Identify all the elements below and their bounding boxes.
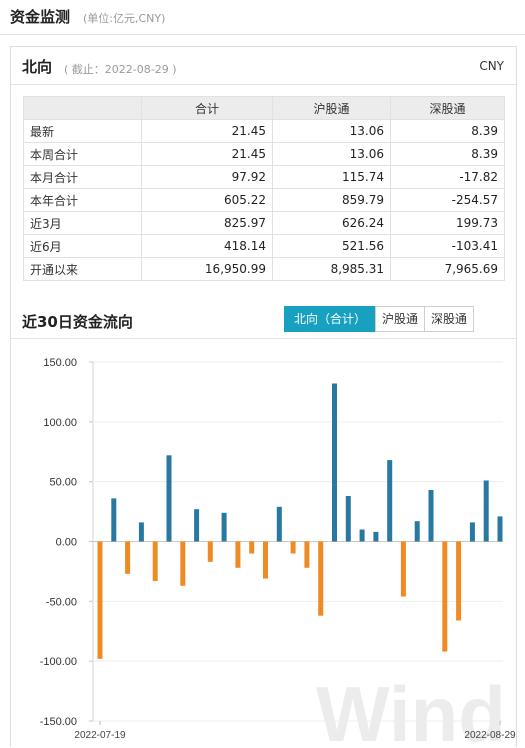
row-label: 本年合计 <box>23 188 142 212</box>
table-row: 本月合计 97.92 115.74 -17.82 <box>23 165 505 189</box>
table-row: 开通以来 16,950.99 8,985.31 7,965.69 <box>23 257 505 281</box>
y-tick-label: -100.00 <box>40 656 77 668</box>
cell-sh: 115.74 <box>272 165 391 189</box>
flow-tabs: 北向（合计） 沪股通 深股通 <box>284 306 475 332</box>
bar <box>304 541 310 568</box>
table-row: 本年合计 605.22 859.79 -254.57 <box>23 188 505 212</box>
bar <box>428 490 434 542</box>
bar <box>138 522 144 542</box>
cell-sh: 13.06 <box>272 142 391 166</box>
bar <box>166 455 172 542</box>
y-tick-label: -50.00 <box>46 596 77 608</box>
y-tick-label: -150.00 <box>40 716 77 728</box>
cell-sz: -254.57 <box>390 188 505 212</box>
northbound-panel: 北向 ( 截止：2022-08-29 ) CNY 合计 沪股通 深股通 最新 2… <box>10 46 517 748</box>
bar <box>387 460 393 542</box>
bar <box>469 522 475 542</box>
bar <box>318 541 324 616</box>
cell-total: 21.45 <box>141 119 273 143</box>
bar <box>497 516 503 542</box>
cell-sh: 626.24 <box>272 211 391 235</box>
top-header: 资金监测 (单位:亿元,CNY) <box>0 0 525 35</box>
cell-total: 16,950.99 <box>141 257 273 281</box>
bar <box>263 541 268 579</box>
column-header-total: 合计 <box>141 96 273 120</box>
bar <box>290 541 296 554</box>
cell-sh: 859.79 <box>272 188 391 212</box>
tab-northbound-total[interactable]: 北向（合计） <box>284 306 377 332</box>
flow-summary-table: 合计 沪股通 深股通 最新 21.45 13.06 8.39 本周合计 21.4… <box>23 96 505 281</box>
row-label: 近3月 <box>23 211 142 235</box>
column-header-sz-connect: 深股通 <box>390 96 505 120</box>
tab-sz-connect[interactable]: 深股通 <box>424 306 475 332</box>
bar <box>235 541 241 568</box>
table-row: 本周合计 21.45 13.06 8.39 <box>23 142 505 166</box>
row-label: 最新 <box>23 119 142 143</box>
bar <box>400 541 406 597</box>
cell-sh: 13.06 <box>272 119 391 143</box>
cell-total: 605.22 <box>141 188 273 212</box>
cell-sz: 7,965.69 <box>390 257 505 281</box>
bar <box>152 541 158 581</box>
cell-sz: 8.39 <box>390 142 505 166</box>
row-label: 本周合计 <box>23 142 142 166</box>
y-tick-label: 0.00 <box>56 537 77 549</box>
cell-sz: -103.41 <box>390 234 505 258</box>
bar <box>373 531 379 542</box>
bar <box>456 541 462 621</box>
bar <box>414 521 420 542</box>
chart-area: Wind -150.00 -100.00 -50.00 0.00 50.00 100.00 1… <box>11 338 516 748</box>
watermark-wind-logo: Wind <box>316 670 506 748</box>
bar <box>207 541 213 562</box>
page-title: 资金监测 <box>10 8 71 26</box>
cell-total: 825.97 <box>141 211 273 235</box>
cell-sz: 8.39 <box>390 119 505 143</box>
cell-total: 21.45 <box>141 142 273 166</box>
y-tick-label: 50.00 <box>49 477 77 489</box>
bar <box>249 541 255 554</box>
cell-total: 418.14 <box>141 234 273 258</box>
y-tick-label: 100.00 <box>43 417 77 429</box>
as-of-date: ( 截止：2022-08-29 ) <box>64 63 177 76</box>
x-tick-label-start: 2022-07-19 <box>74 730 126 741</box>
bar <box>442 541 448 652</box>
table-row: 最新 21.45 13.06 8.39 <box>23 119 505 143</box>
cell-sh: 8,985.31 <box>272 257 391 281</box>
bar <box>359 529 365 542</box>
bar <box>276 506 282 542</box>
bar <box>97 541 103 659</box>
cell-sz: -17.82 <box>390 165 505 189</box>
column-header <box>23 96 142 120</box>
bar <box>180 541 186 586</box>
panel-title: 北向 <box>22 58 53 76</box>
bar <box>125 541 131 574</box>
row-label: 近6月 <box>23 234 142 258</box>
cell-sz: 199.73 <box>390 211 505 235</box>
bar <box>111 498 117 542</box>
cell-total: 97.92 <box>141 165 273 189</box>
column-header-sh-connect: 沪股通 <box>272 96 391 120</box>
x-tick-label-end: 2022-08-29 <box>464 730 516 741</box>
table-row: 近6月 418.14 521.56 -103.41 <box>23 234 505 258</box>
cell-sh: 521.56 <box>272 234 391 258</box>
chart-section-title: 近30日资金流向 <box>22 313 133 331</box>
bar <box>345 496 351 542</box>
bar <box>221 512 227 542</box>
y-tick-label: 150.00 <box>43 357 77 369</box>
bar <box>483 480 489 542</box>
row-label: 开通以来 <box>23 257 142 281</box>
panel-header: 北向 ( 截止：2022-08-29 ) CNY <box>11 47 516 85</box>
table-header-row: 合计 沪股通 深股通 <box>23 96 505 120</box>
flow-bar-chart: Wind -150.00 -100.00 -50.00 0.00 50.00 100.00 1… <box>40 357 516 748</box>
unit-note: (单位:亿元,CNY) <box>83 12 166 25</box>
bar <box>194 509 200 542</box>
table-row: 近3月 825.97 626.24 199.73 <box>23 211 505 235</box>
row-label: 本月合计 <box>23 165 142 189</box>
bar <box>332 383 337 542</box>
tab-sh-connect[interactable]: 沪股通 <box>375 306 426 332</box>
currency-label: CNY <box>479 59 504 73</box>
